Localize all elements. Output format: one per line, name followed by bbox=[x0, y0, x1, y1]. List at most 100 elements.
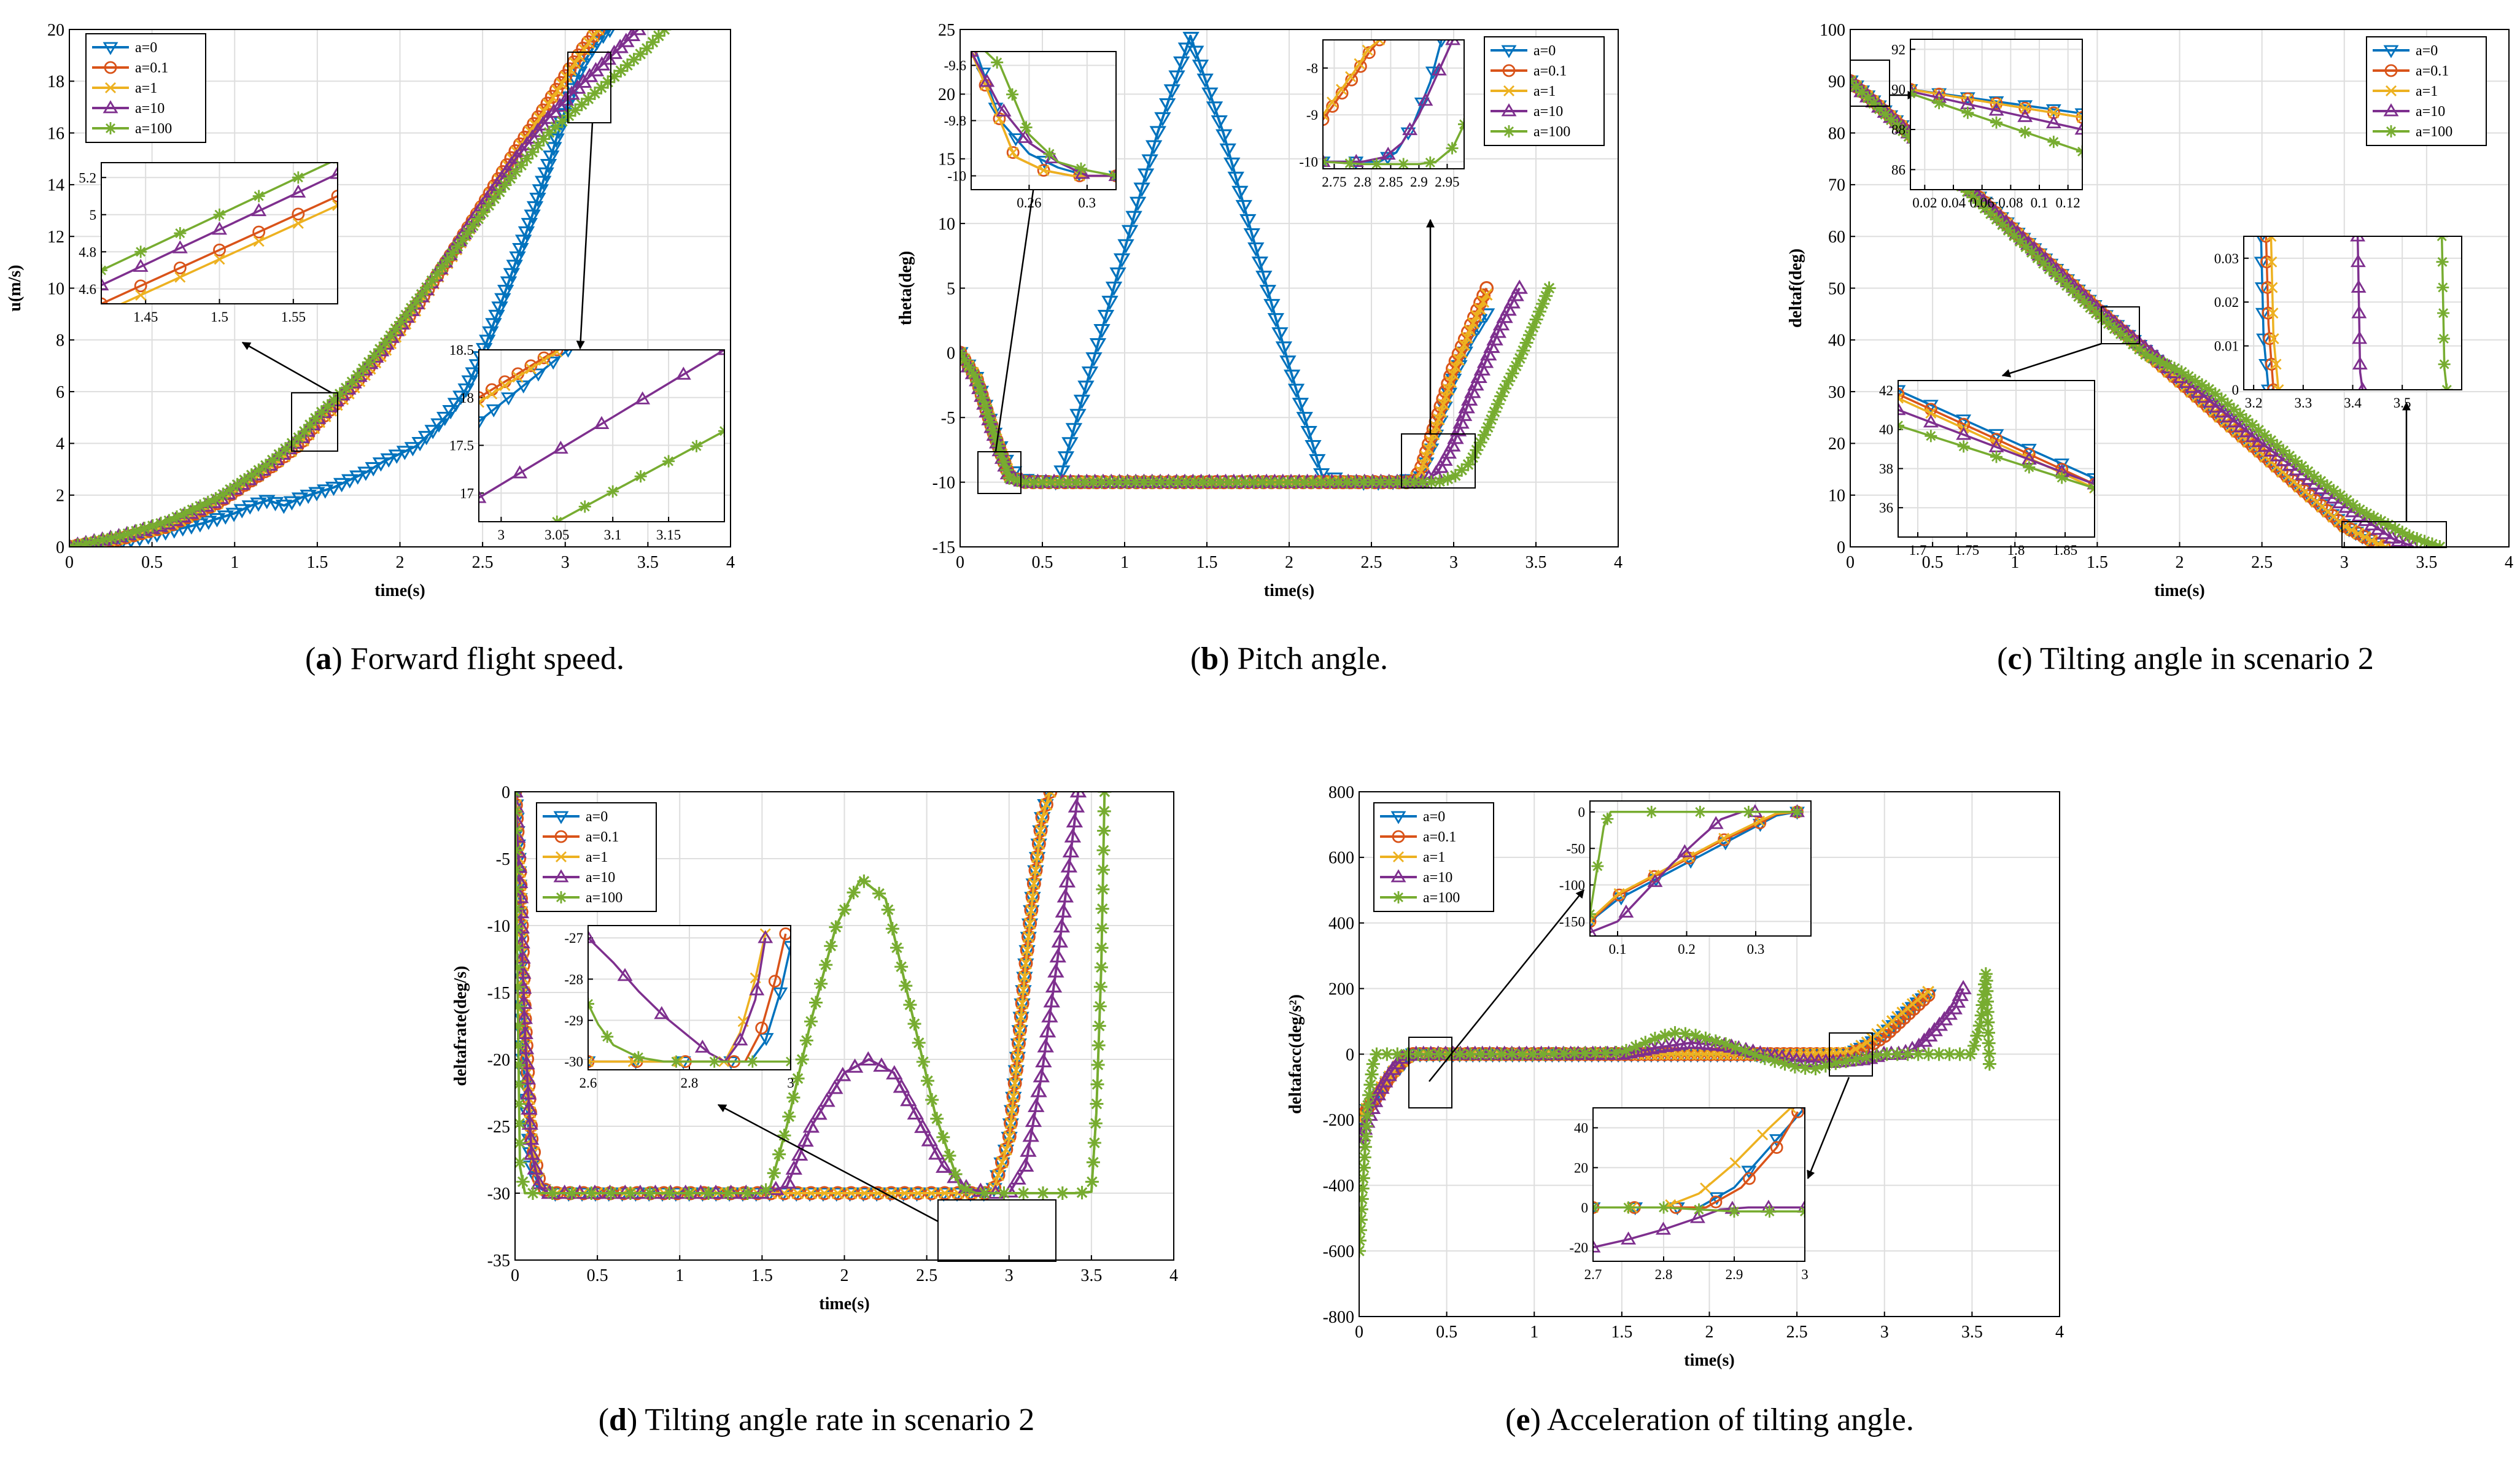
series-point-a=0 bbox=[521, 218, 538, 233]
series-point-a=10 bbox=[1677, 844, 1692, 857]
series-point-a=0 bbox=[1125, 211, 1142, 225]
series-point-a=1 bbox=[551, 84, 564, 97]
series-point-a=1 bbox=[1327, 96, 1338, 108]
series-point-a=0 bbox=[1154, 112, 1171, 127]
chart-e-inset-1-frame bbox=[1592, 1107, 1805, 1262]
y-tick-label: -30 bbox=[564, 1054, 583, 1070]
series-point-a=100 bbox=[721, 1186, 735, 1200]
series-point-a=10 bbox=[1068, 798, 1085, 813]
legend-label: a=0.1 bbox=[1533, 63, 1567, 79]
chart-a-frame bbox=[69, 29, 731, 547]
series-point-a=100 bbox=[1484, 412, 1498, 427]
series-point-a=1 bbox=[1362, 44, 1373, 56]
caption-b: (b) Pitch angle. bbox=[1190, 641, 1388, 676]
series-point-a=10 bbox=[2221, 408, 2238, 423]
series-point-a=10 bbox=[1051, 933, 1069, 948]
series-point-a=1 bbox=[885, 1187, 898, 1199]
x-tick-label: 1.85 bbox=[2053, 543, 2077, 558]
series-point-a=100 bbox=[1522, 328, 1537, 342]
series-point-a=100 bbox=[121, 527, 135, 541]
series-point-a=100 bbox=[1332, 475, 1346, 489]
series-point-a=0.1 bbox=[562, 62, 577, 77]
series-point-a=0 bbox=[2255, 307, 2271, 321]
y-tick-label: -27 bbox=[564, 930, 583, 946]
series-point-a=10 bbox=[515, 994, 533, 1009]
x-tick-label: 0.1 bbox=[2031, 195, 2049, 211]
x-tick-label: 0 bbox=[511, 1266, 519, 1285]
series-point-a=100 bbox=[1619, 1043, 1634, 1058]
series-point-a=1 bbox=[1613, 888, 1625, 899]
series-point-a=1 bbox=[1074, 170, 1085, 182]
series-point-a=0 bbox=[200, 516, 217, 530]
series-point-a=10 bbox=[2239, 423, 2256, 438]
series-point-a=100 bbox=[1204, 475, 1219, 489]
series-point-a=1 bbox=[533, 112, 546, 125]
series-point-a=100 bbox=[1861, 91, 1875, 105]
y-tick-label: 0.03 bbox=[2214, 251, 2239, 266]
chart-e-inset-0-bg bbox=[1590, 801, 1811, 936]
series-point-a=100 bbox=[2340, 493, 2354, 508]
series-point-a=0 bbox=[291, 492, 309, 507]
x-tick-label: 4 bbox=[1614, 553, 1622, 572]
series-point-a=1 bbox=[499, 380, 511, 392]
series-point-a=100 bbox=[1085, 1175, 1099, 1189]
series-point-a=100 bbox=[1441, 472, 1455, 486]
series-point-a=100 bbox=[2013, 234, 2027, 249]
series-point-a=100 bbox=[367, 349, 381, 363]
series-point-a=100 bbox=[1884, 113, 1898, 127]
zoom-region-box bbox=[1408, 1037, 1452, 1108]
series-point-a=100 bbox=[562, 109, 576, 123]
series-point-a=10 bbox=[996, 103, 1012, 117]
series-point-a=0 bbox=[501, 392, 516, 406]
y-tick-label: 92 bbox=[1891, 42, 1906, 57]
series-line-a=10 bbox=[101, 172, 338, 287]
legend: a=0 a=0.1 a=1 a=10 a=100 bbox=[536, 802, 657, 912]
series-point-a=100 bbox=[2307, 470, 2321, 484]
series-point-a=1 bbox=[578, 43, 591, 56]
series-point-a=0 bbox=[341, 474, 359, 489]
series-line-a=1 bbox=[2270, 236, 2280, 390]
series-point-a=100 bbox=[515, 999, 525, 1013]
series-point-a=10 bbox=[1045, 978, 1063, 992]
series-point-a=1 bbox=[253, 236, 265, 247]
series-point-a=100 bbox=[1694, 805, 1707, 818]
series-point-a=0.1 bbox=[1006, 146, 1020, 159]
series-point-a=1 bbox=[1016, 997, 1029, 1010]
series-point-a=100 bbox=[1778, 1057, 1792, 1071]
series-point-a=100 bbox=[1699, 1031, 1713, 1045]
series-point-a=10 bbox=[1850, 72, 1859, 87]
series-point-a=100 bbox=[1657, 1201, 1670, 1214]
series-point-a=0 bbox=[1231, 185, 1249, 201]
series-point-a=0 bbox=[1206, 101, 1223, 116]
chart-e-inset-1: 2.7 2.8 2.9 3 -20 0 20 40 bbox=[1569, 1107, 1809, 1282]
series-point-a=0 bbox=[1089, 338, 1107, 353]
series-point-a=10 bbox=[2338, 498, 2355, 513]
series-point-a=100 bbox=[2132, 342, 2146, 357]
y-tick-label: 800 bbox=[1328, 783, 1354, 802]
series-point-a=100 bbox=[1390, 475, 1405, 489]
legend-label: a=100 bbox=[135, 121, 172, 137]
series-point-a=100 bbox=[1961, 106, 1974, 119]
chart-a-inset-1-plot-area bbox=[479, 350, 724, 522]
series-point-a=1 bbox=[1009, 1077, 1022, 1089]
series-point-a=100 bbox=[303, 418, 317, 432]
series-point-a=100 bbox=[1323, 475, 1337, 489]
series-point-a=0 bbox=[491, 301, 508, 316]
series-point-a=10 bbox=[1440, 444, 1457, 459]
series-point-a=100 bbox=[1978, 201, 1992, 215]
chart-a: 0 0.5 1 1.5 2 2.5 3 3.5 402468101214161820time(s… bbox=[6, 21, 735, 600]
series-point-a=100 bbox=[1980, 994, 1995, 1008]
series-point-a=1 bbox=[912, 1187, 925, 1199]
y-tick-label: 0 bbox=[1578, 805, 1586, 820]
series-point-a=1 bbox=[564, 64, 577, 77]
series-point-a=0 bbox=[1235, 199, 1252, 215]
series-point-a=100 bbox=[1027, 475, 1041, 489]
series-point-a=1 bbox=[805, 1187, 817, 1199]
chart-a-inset-0-frame bbox=[101, 162, 338, 304]
series-point-a=10 bbox=[1489, 323, 1506, 338]
series-point-a=1 bbox=[525, 363, 537, 374]
series-point-a=10 bbox=[1507, 287, 1524, 301]
series-point-a=100 bbox=[1343, 157, 1356, 169]
series-point-a=100 bbox=[1648, 1032, 1662, 1046]
series-point-a=10 bbox=[2351, 507, 2368, 522]
